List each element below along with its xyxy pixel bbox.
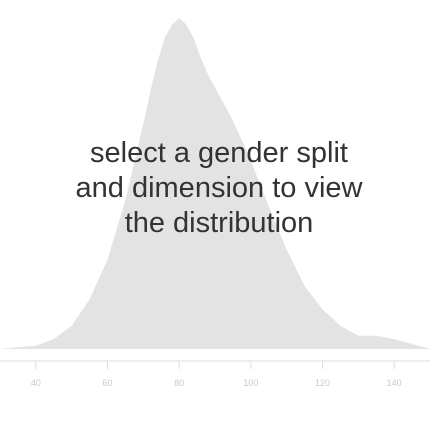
x-tick-label: 40 [31, 378, 41, 388]
instruction-message-line-2: and dimension to view [75, 172, 363, 204]
density-area [0, 18, 430, 349]
x-axis-ticks: 40 60 80 100 120 140 [31, 361, 402, 388]
x-tick-label: 100 [243, 378, 258, 388]
density-area-layer [0, 18, 430, 349]
x-tick-label: 120 [315, 378, 330, 388]
x-tick-label: 80 [174, 378, 184, 388]
x-tick-label: 140 [387, 378, 402, 388]
instruction-message: select a gender split and dimension to v… [40, 136, 398, 241]
instruction-message-line-3: the distribution [124, 207, 314, 239]
x-tick-label: 60 [102, 378, 112, 388]
instruction-message-line-1: select a gender split [90, 137, 348, 169]
